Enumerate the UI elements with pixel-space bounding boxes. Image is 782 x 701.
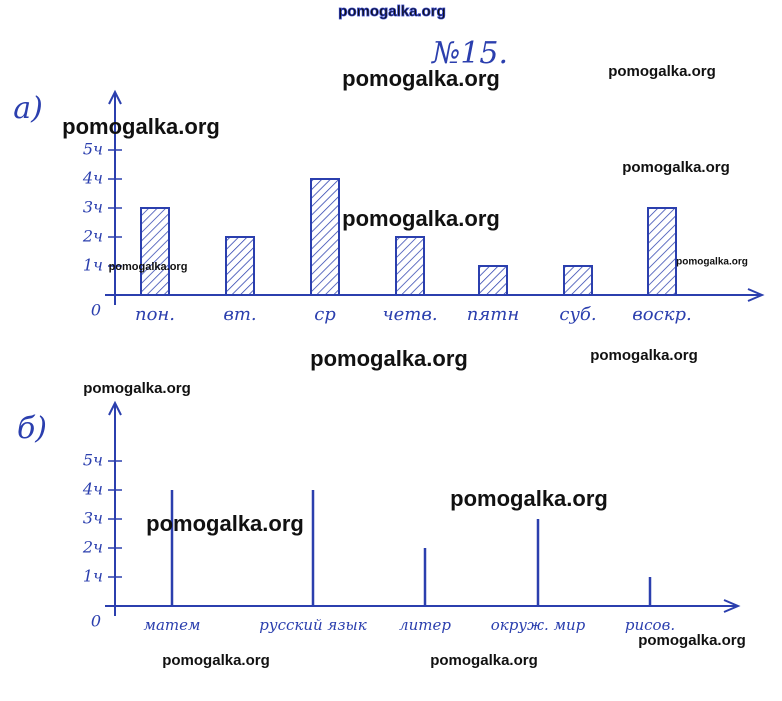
y-tick-label: 5ч xyxy=(83,140,103,159)
x-tick-label: пятн xyxy=(467,304,519,325)
bar xyxy=(563,265,593,296)
bar xyxy=(140,207,170,296)
x-tick-label: рисов. xyxy=(625,616,675,634)
y-tick-label: 0 xyxy=(91,301,101,320)
y-tick-label: 1ч xyxy=(83,567,103,586)
y-tick-label: 4ч xyxy=(82,480,103,499)
y-tick-label: 1ч xyxy=(83,256,103,275)
watermark: pomogalka.org xyxy=(338,3,446,20)
x-tick-label: вт. xyxy=(223,304,256,325)
watermark: pomogalka.org xyxy=(310,346,468,371)
y-tick-label: 5ч xyxy=(83,451,103,470)
y-tick-label: 3ч xyxy=(83,198,103,217)
watermark: pomogalka.org xyxy=(590,347,698,364)
x-arrow xyxy=(723,599,741,613)
watermark: pomogalka.org xyxy=(342,66,500,91)
watermark: pomogalka.org xyxy=(162,652,270,669)
watermark: pomogalka.org xyxy=(622,159,730,176)
watermark: pomogalka.org xyxy=(342,206,500,231)
x-tick-label: воскр. xyxy=(632,304,691,325)
x-tick-label: окруж. мир xyxy=(491,616,586,634)
watermark: pomogalka.org xyxy=(62,114,220,139)
watermark: pomogalka.org xyxy=(676,257,748,268)
bar xyxy=(647,207,677,296)
watermark: pomogalka.org xyxy=(608,63,716,80)
chart-label: а) xyxy=(13,91,43,126)
bar xyxy=(310,178,340,296)
bar xyxy=(395,236,425,296)
chart-label: б) xyxy=(17,411,47,446)
x-tick-label: пон. xyxy=(135,304,175,325)
x-tick-label: матем xyxy=(144,616,201,634)
y-arrow xyxy=(108,89,122,105)
x-tick-label: суб. xyxy=(559,304,596,325)
y-tick-label: 3ч xyxy=(83,509,103,528)
y-tick-label: 2ч xyxy=(82,227,103,246)
y-tick-label: 0 xyxy=(91,612,101,631)
bar xyxy=(478,265,508,296)
bar xyxy=(225,236,255,296)
watermark: pomogalka.org xyxy=(450,486,608,511)
x-arrow xyxy=(747,288,765,302)
x-tick-label: литер xyxy=(399,616,451,634)
watermark: pomogalka.org xyxy=(83,380,191,397)
watermark: pomogalka.org xyxy=(146,511,304,536)
y-tick-label: 4ч xyxy=(82,169,103,188)
x-tick-label: четв. xyxy=(382,304,437,325)
x-tick-label: русский язык xyxy=(259,616,366,634)
y-arrow xyxy=(108,400,122,416)
x-tick-label: ср xyxy=(314,304,336,325)
watermark: pomogalka.org xyxy=(430,652,538,669)
y-tick-label: 2ч xyxy=(82,538,103,557)
watermark: pomogalka.org xyxy=(109,261,188,273)
watermark: pomogalka.org xyxy=(638,632,746,649)
exercise-number: №15. xyxy=(430,36,508,71)
